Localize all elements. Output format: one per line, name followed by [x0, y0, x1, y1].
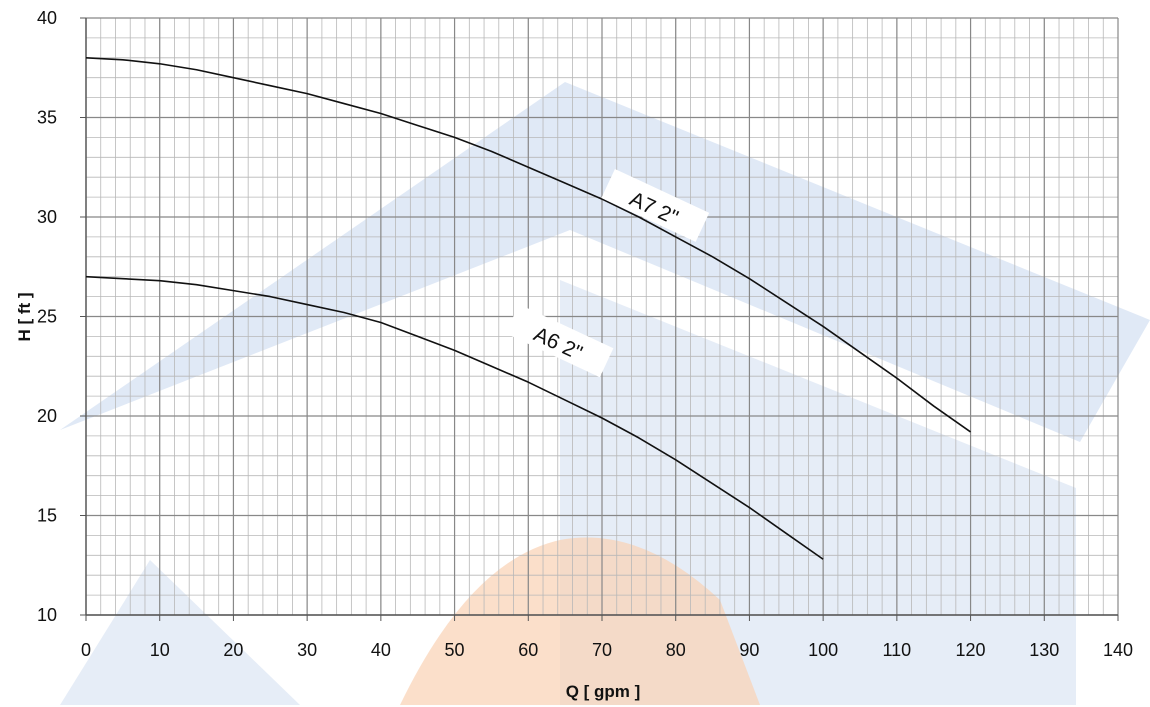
axes [80, 17, 1119, 621]
x-tick-labels: 0 10 20 30 40 50 60 70 80 90 100 110 120 130 140 [81, 640, 1133, 660]
y-tick-label: 20 [37, 406, 57, 426]
x-tick-label: 110 [883, 640, 912, 660]
x-tick-label: 100 [808, 640, 838, 660]
y-tick-labels: 10 15 20 25 30 35 40 [37, 8, 57, 625]
y-axis-title: H [ ft ] [15, 292, 34, 341]
x-tick-label: 140 [1103, 640, 1133, 660]
x-axis-title: Q [ gpm ] [566, 682, 641, 701]
x-tick-label: 70 [592, 640, 612, 660]
series-line-0 [85, 57, 972, 433]
watermark-arc [400, 537, 760, 705]
y-tick-label: 35 [37, 108, 57, 128]
series-lines [85, 57, 972, 560]
series-line-1 [85, 275, 824, 560]
x-tick-label: 40 [371, 640, 391, 660]
x-tick-label: 10 [150, 640, 170, 660]
x-tick-label: 0 [81, 640, 91, 660]
x-tick-label: 120 [956, 640, 986, 660]
y-tick-label: 30 [37, 207, 57, 227]
watermark-corner [60, 560, 300, 705]
y-tick-label: 25 [37, 307, 57, 327]
series-label-bg [505, 304, 614, 378]
x-tick-label: 130 [1029, 640, 1059, 660]
y-tick-label: 40 [37, 8, 57, 28]
x-tick-label: 50 [445, 640, 465, 660]
y-tick-label: 15 [37, 506, 57, 526]
y-tick-label: 10 [37, 605, 57, 625]
watermark-logo [60, 82, 1150, 705]
series-label-bg [601, 168, 710, 242]
series-labels: A7 2"A6 2" [505, 168, 710, 378]
watermark-band [60, 82, 1150, 705]
x-tick-label: 30 [297, 640, 317, 660]
x-tick-label: 90 [739, 640, 759, 660]
x-tick-label: 60 [518, 640, 538, 660]
x-tick-label: 80 [666, 640, 686, 660]
x-tick-label: 20 [223, 640, 243, 660]
